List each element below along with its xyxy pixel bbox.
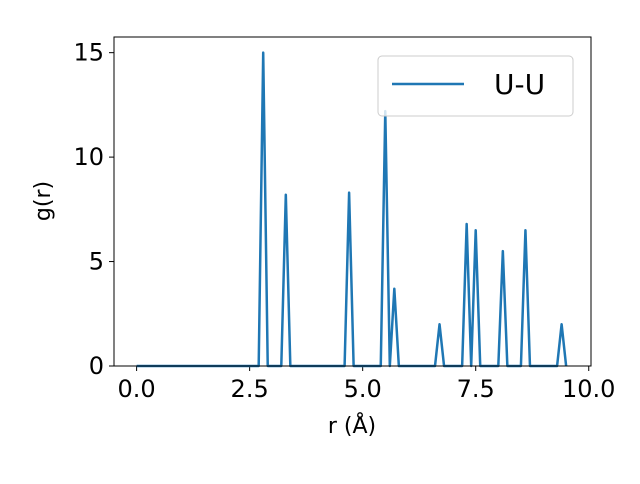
x-axis-label: r (Å) [328, 412, 376, 439]
x-tick-label: 0.0 [118, 375, 156, 403]
y-tick-label: 15 [73, 39, 104, 67]
y-axis-label: g(r) [31, 181, 56, 221]
axes-frame [113, 36, 592, 367]
x-tick-label: 5.0 [344, 375, 382, 403]
x-tick-label: 7.5 [457, 375, 495, 403]
legend-box [377, 55, 574, 117]
y-tick-label: 10 [73, 143, 104, 171]
x-tick-label: 2.5 [231, 375, 269, 403]
legend-label: U-U [494, 68, 545, 101]
y-tick-label: 5 [89, 248, 104, 276]
x-tick-label: 10.0 [562, 375, 615, 403]
y-tick-label: 0 [89, 352, 104, 380]
